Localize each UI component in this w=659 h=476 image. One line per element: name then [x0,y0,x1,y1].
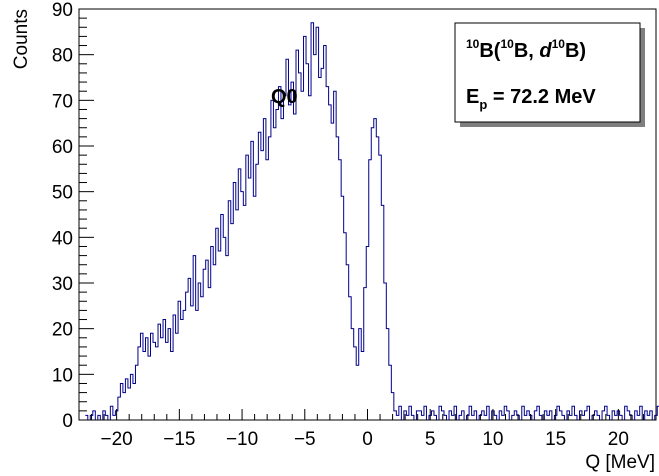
y-tick-label: 20 [52,320,73,341]
y-tick-label: 80 [52,46,73,67]
label-box [454,22,641,123]
x-tick-label: −5 [294,429,316,450]
y-tick-label: 90 [52,0,73,21]
y-tick-label: 0 [62,411,73,432]
reaction-label: 10B(10B, d10B) [466,37,586,62]
x-tick-label: 20 [608,429,629,450]
plot-content [85,22,659,421]
x-tick-label: 10 [482,429,503,450]
x-tick-label: −15 [163,429,195,450]
x-tick-label: 5 [425,429,436,450]
x-tick-label: −10 [226,429,258,450]
x-tick-label: 15 [545,429,566,450]
x-tick-label: −20 [101,429,133,450]
peak-label-q0: Q0 [271,86,298,108]
x-axis: −20 −15 −10 −5 0 5 10 15 20 [91,409,657,450]
energy-label: Ep = 72.2 MeV [466,86,596,112]
y-tick-label: 30 [52,274,73,295]
reaction-label-box: 10B(10B, d10B) Ep = 72.2 MeV [454,22,645,127]
y-tick-label: 40 [52,228,73,249]
x-tick-label: 0 [362,429,373,450]
y-tick-label: 70 [52,91,73,112]
y-tick-label: 50 [52,183,73,204]
y-tick-label: 60 [52,137,73,158]
y-axis: 0 10 20 30 40 50 60 70 80 90 [52,0,94,432]
x-axis-title: Q [MeV] [585,452,655,473]
y-tick-label: 10 [52,365,73,386]
histogram-line [85,22,659,421]
y-axis-title: Counts [11,9,32,69]
